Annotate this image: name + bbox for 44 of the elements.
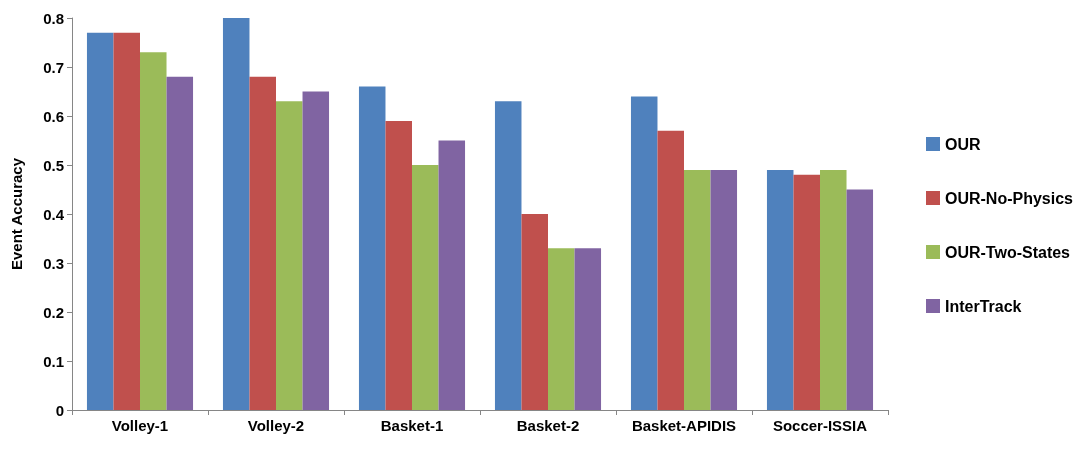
bar: [166, 76, 194, 410]
bar: [793, 174, 820, 410]
x-tick-label: Basket-1: [380, 417, 444, 434]
bar: [630, 96, 658, 410]
x-tick-label: Soccer-ISSIA: [772, 417, 868, 434]
bar: [820, 169, 847, 410]
y-tick-label: 0.8: [43, 9, 64, 27]
legend-label: OUR: [944, 135, 981, 153]
bar: [140, 52, 167, 410]
x-tick-label: Volley-2: [247, 417, 305, 434]
y-tick-label: 0.2: [43, 303, 64, 321]
bar: [113, 32, 140, 410]
bar: [657, 130, 684, 410]
y-tick-label: 0.1: [43, 352, 64, 370]
bar: [438, 140, 466, 410]
bar: [302, 91, 330, 410]
x-tick-label: Volley-1: [111, 417, 169, 434]
legend-label: InterTrack: [944, 297, 1022, 315]
x-tick-label: Basket-APIDIS: [631, 417, 737, 434]
y-tick-label: 0: [55, 401, 64, 419]
bar: [684, 169, 711, 410]
x-tick-label: Basket-2: [516, 417, 580, 434]
y-tick-label: 0.4: [43, 205, 65, 223]
y-axis-title: Event Accuracy: [8, 157, 25, 271]
legend-label: OUR-Two-States: [944, 243, 1071, 261]
y-tick-label: 0.7: [43, 58, 64, 76]
bar: [766, 169, 794, 410]
bar: [548, 248, 575, 410]
bar: [222, 18, 250, 410]
legend-label: OUR-No-Physics: [944, 189, 1074, 207]
bar: [521, 214, 548, 410]
bar: [358, 86, 386, 410]
bar: [385, 120, 412, 410]
bar: [574, 248, 602, 410]
y-tick-label: 0.6: [43, 107, 64, 125]
bar: [412, 165, 439, 410]
bar: [846, 189, 874, 410]
y-tick-label: 0.5: [43, 156, 64, 174]
y-tick-label: 0.3: [43, 254, 64, 272]
bar: [249, 76, 276, 410]
bar: [276, 101, 303, 410]
bar: [86, 32, 114, 410]
bar: [494, 101, 522, 410]
bar: [710, 169, 738, 410]
